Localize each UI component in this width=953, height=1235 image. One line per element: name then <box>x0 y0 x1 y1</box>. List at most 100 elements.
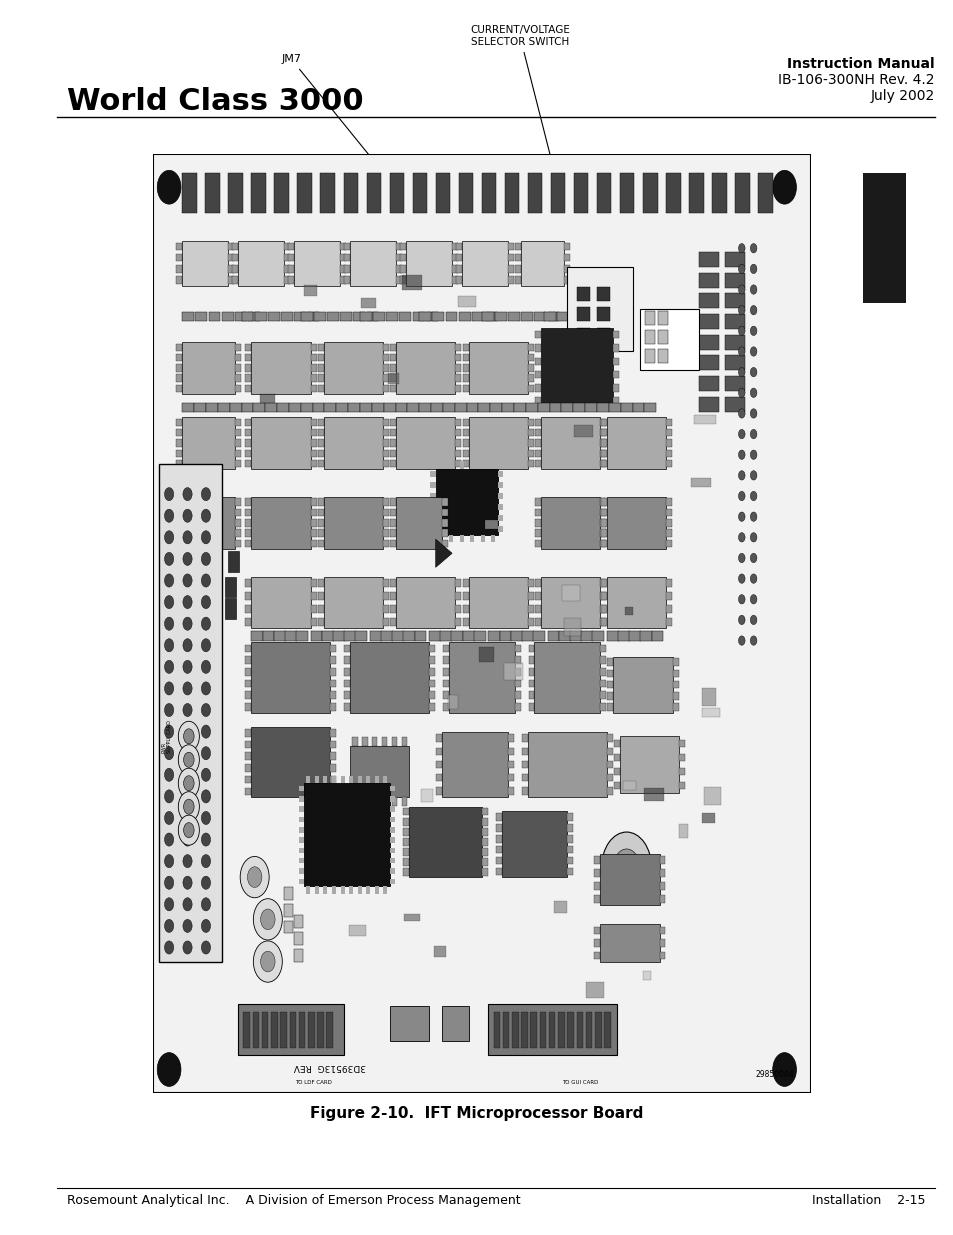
Bar <box>659 926 665 934</box>
Bar <box>245 605 251 613</box>
Bar <box>599 645 605 652</box>
Bar <box>381 798 387 805</box>
Bar <box>395 403 407 412</box>
Text: World Class 3000: World Class 3000 <box>67 86 363 116</box>
Bar <box>399 242 406 251</box>
Bar <box>274 631 285 641</box>
Bar <box>535 619 540 626</box>
Bar <box>176 354 182 362</box>
Bar <box>311 631 322 641</box>
Bar <box>362 737 367 746</box>
Bar <box>317 605 323 613</box>
Bar <box>366 173 380 212</box>
Bar <box>311 605 316 613</box>
Bar <box>573 403 584 412</box>
Bar <box>320 173 335 212</box>
Bar <box>557 312 569 321</box>
Bar <box>452 277 457 284</box>
Bar <box>375 887 378 894</box>
Bar <box>679 782 684 789</box>
Bar <box>491 535 495 542</box>
Bar <box>383 403 395 412</box>
Bar <box>295 631 308 641</box>
Bar <box>182 417 234 469</box>
Text: PWR
SUPPLY CARD: PWR SUPPLY CARD <box>161 720 172 753</box>
Bar <box>176 277 182 284</box>
Bar <box>436 761 442 768</box>
Bar <box>481 808 487 815</box>
Bar <box>430 472 436 477</box>
Bar <box>563 254 569 262</box>
Bar <box>515 703 520 710</box>
Bar <box>311 530 316 537</box>
Bar <box>672 692 678 700</box>
Circle shape <box>183 725 192 739</box>
Bar <box>268 312 279 321</box>
Circle shape <box>183 552 192 566</box>
Bar <box>693 415 716 424</box>
Bar <box>606 577 665 629</box>
Bar <box>389 868 395 874</box>
Bar <box>311 343 316 351</box>
Bar <box>370 631 381 641</box>
Bar <box>429 631 440 641</box>
Bar <box>395 496 442 548</box>
Bar <box>289 403 300 412</box>
Bar <box>607 692 613 700</box>
Bar <box>658 311 667 325</box>
Bar <box>527 593 534 600</box>
Bar <box>665 579 671 587</box>
Bar <box>594 882 599 889</box>
Bar <box>390 499 395 506</box>
Bar <box>429 692 435 699</box>
Circle shape <box>247 867 262 888</box>
Bar <box>429 656 435 663</box>
Text: July 2002: July 2002 <box>870 89 934 104</box>
Bar <box>535 398 540 405</box>
Bar <box>600 419 606 426</box>
Bar <box>386 312 397 321</box>
Bar <box>330 656 336 663</box>
Bar <box>679 768 684 776</box>
Bar <box>311 440 316 447</box>
Bar <box>470 535 474 542</box>
Circle shape <box>183 747 192 760</box>
Bar <box>330 741 336 748</box>
Bar <box>472 312 483 321</box>
Bar <box>577 287 590 301</box>
Circle shape <box>183 531 192 543</box>
Bar <box>462 459 468 467</box>
Bar <box>703 787 720 805</box>
Bar <box>316 1013 323 1049</box>
Text: JM7: JM7 <box>281 54 400 194</box>
Bar <box>600 605 606 613</box>
Bar <box>597 329 610 342</box>
Circle shape <box>738 471 744 480</box>
Bar <box>537 403 549 412</box>
Bar <box>234 459 240 467</box>
Bar <box>462 385 468 393</box>
Bar <box>395 266 402 273</box>
Bar <box>724 335 744 350</box>
Bar <box>182 312 193 321</box>
Circle shape <box>183 768 192 782</box>
Bar <box>241 403 253 412</box>
Bar <box>599 853 659 905</box>
Bar <box>659 939 665 946</box>
Bar <box>599 440 605 447</box>
Bar <box>349 925 365 936</box>
Bar <box>307 312 319 321</box>
Bar <box>442 703 448 710</box>
Bar <box>176 266 182 273</box>
Bar <box>455 343 461 351</box>
Bar <box>284 242 290 251</box>
Circle shape <box>260 909 274 930</box>
Circle shape <box>601 832 651 903</box>
Circle shape <box>738 636 744 645</box>
Bar <box>430 526 436 532</box>
Bar <box>595 1013 601 1049</box>
Circle shape <box>738 305 744 315</box>
Bar <box>340 312 352 321</box>
Bar <box>340 887 344 894</box>
Circle shape <box>157 1052 181 1087</box>
